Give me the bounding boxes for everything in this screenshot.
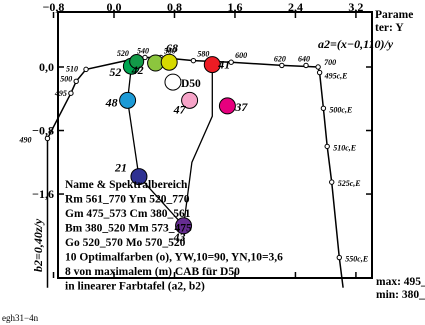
locus-marker (190, 57, 197, 64)
wavelength-label: 495c,E (324, 72, 348, 81)
x-tick-label: 2,4 (288, 0, 303, 14)
wavelength-label: 700 (324, 58, 336, 67)
max-label: max: 495_770 (376, 276, 425, 288)
sample-label-top: 68 (166, 41, 178, 55)
data-points-group (119, 53, 236, 235)
info-line: in linearer Farbtafel (a2, b2) (65, 281, 205, 293)
y-tick-label: −1,6 (32, 187, 54, 201)
wavelength-label: 510c,E (333, 143, 356, 152)
info-line: Name & Spektralbereich (65, 179, 188, 191)
locus-marker (324, 143, 330, 150)
locus-marker (228, 59, 234, 65)
color-sample-point (129, 53, 145, 69)
color-sample-point (181, 91, 199, 109)
info-line: Rm 561_770 Ym 520_770 (65, 194, 190, 206)
locus-marker (316, 69, 323, 76)
x-tick-label: 0,0 (107, 0, 122, 14)
x-tick-label: 3,2 (348, 0, 363, 14)
locus-marker (329, 179, 335, 185)
locus-marker (279, 62, 285, 69)
wavelength-label: 520 (117, 49, 129, 58)
color-sample-point (218, 97, 236, 115)
wavelength-label: 560 (164, 46, 176, 55)
wavelength-label: 495 (54, 89, 67, 98)
chart-frame-group (52, 11, 373, 279)
wavelength-label: 540 (137, 46, 149, 55)
sample-label: 52 (109, 65, 121, 79)
plot-frame (57, 11, 373, 279)
wavelength-label: 500c,E (329, 105, 352, 114)
locus-marker (83, 66, 89, 73)
locus-marker (303, 62, 309, 69)
locus-marker (315, 64, 321, 70)
color-sample-point (119, 91, 137, 109)
info-line: Gm 475_573 Cm 380_561 (65, 208, 191, 220)
sample-label: 21 (114, 161, 127, 175)
sample-label: 43 (173, 230, 186, 244)
axis-formula: a2=(x−0,110)/y (318, 37, 394, 51)
locus-marker (73, 78, 79, 84)
x-axis-title-line2: ter: Y (375, 22, 404, 34)
wavelength-label: 550c,E (345, 255, 368, 264)
color-sample-point (175, 217, 193, 235)
wavelength-label: 490 (18, 135, 31, 144)
locus-marker (336, 254, 342, 261)
sample-label: 48 (105, 95, 118, 109)
wavelength-label: 620 (274, 54, 286, 63)
x-axis-title-line1: Parame (375, 9, 413, 21)
x-tick-label: −0,8 (43, 0, 65, 14)
locus-marker (68, 90, 74, 96)
info-line: Go 520_570 Mo 570_520 (65, 237, 186, 249)
sample-label: D50 (181, 78, 201, 90)
wavelength-label: 510 (66, 64, 78, 73)
y-tick-label: 0,0 (39, 60, 54, 74)
locus-marker (320, 105, 327, 111)
wavelength-label: 525c,E (338, 179, 361, 188)
wavelength-label: 500 (60, 74, 72, 83)
sample-label: 37 (234, 100, 248, 114)
color-sample-point (130, 168, 148, 186)
color-sample-point (164, 73, 182, 91)
sample-label: 41 (217, 58, 230, 72)
sample-label: 47 (173, 102, 187, 116)
wavelength-label: 640 (298, 54, 310, 63)
y-axis-title: b2=0,40z/y (31, 218, 45, 272)
color-sample-point (203, 56, 221, 74)
y-tick-label: −0,8 (32, 124, 54, 138)
wavelength-label: 580 (197, 50, 209, 59)
footer-id: egh31−4n (2, 313, 39, 323)
min-label: min: 380_495 (376, 289, 425, 301)
x-tick-label: 1,6 (227, 0, 242, 14)
info-line: 10 Optimalfarben (o), YW,10=90, YN,10=3,… (65, 252, 283, 264)
wavelength-label: 600 (235, 51, 247, 60)
sample-label: 42 (131, 63, 144, 77)
x-tick-label: 0,8 (167, 0, 182, 14)
locus-marker (44, 135, 51, 142)
info-line: Bm 380_520 Mm 573_475 (65, 223, 192, 235)
info-line: 8 von maximalem (m) CAB für D50 (65, 266, 240, 278)
color-sample-point (160, 53, 178, 71)
